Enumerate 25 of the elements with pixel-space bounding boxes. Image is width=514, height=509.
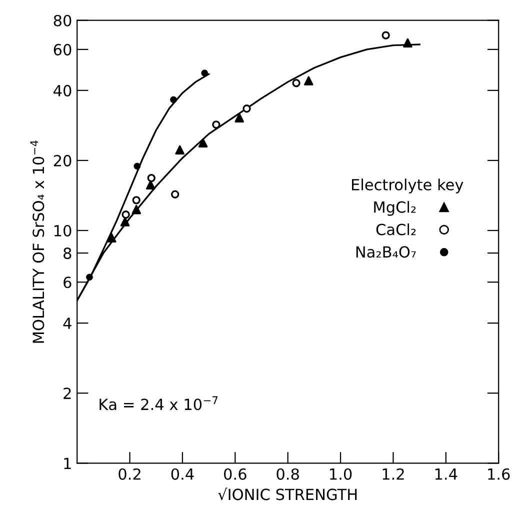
legend-title: Electrolyte key [352,178,464,194]
annotation: Ka = 2.4 x 10$^{−7}$ [100,396,218,410]
y-tick-label: 1 [64,458,71,469]
x-tick-label: 0.4 [171,468,194,480]
x-tick-label: 1.0 [330,468,352,480]
y-tick-label: 4 [63,318,72,329]
y-tick-label: 40 [54,84,72,96]
x-tick-label: 1.6 [488,468,510,480]
x-tick-label: 0.8 [276,468,299,480]
y-tick-label: 60 [54,44,72,56]
x-tick-label: 1.4 [435,468,458,480]
legend-label: CaCl₂ [376,223,416,236]
y-tick-label: 2 [64,388,71,399]
x-tick-label: 0.6 [224,468,246,480]
x-tick-label: 0.2 [118,468,140,480]
legend-label: MgCl₂ [374,201,416,216]
y-tick-label: 20 [54,154,72,166]
y-tick-label: 80 [54,14,72,26]
x-tick-label: 1.2 [382,468,404,480]
legend-label: Na₂B₄O₇ [356,246,416,258]
y-axis-title: MOLALITY OF SrSO₄ x 10$^{−4}$ [30,140,44,343]
y-tick-label: 6 [64,276,72,288]
x-axis-title: √IONIC STRENGTH [218,488,357,500]
y-tick-label: 10 [54,224,72,237]
y-tick-label: 8 [64,248,72,260]
